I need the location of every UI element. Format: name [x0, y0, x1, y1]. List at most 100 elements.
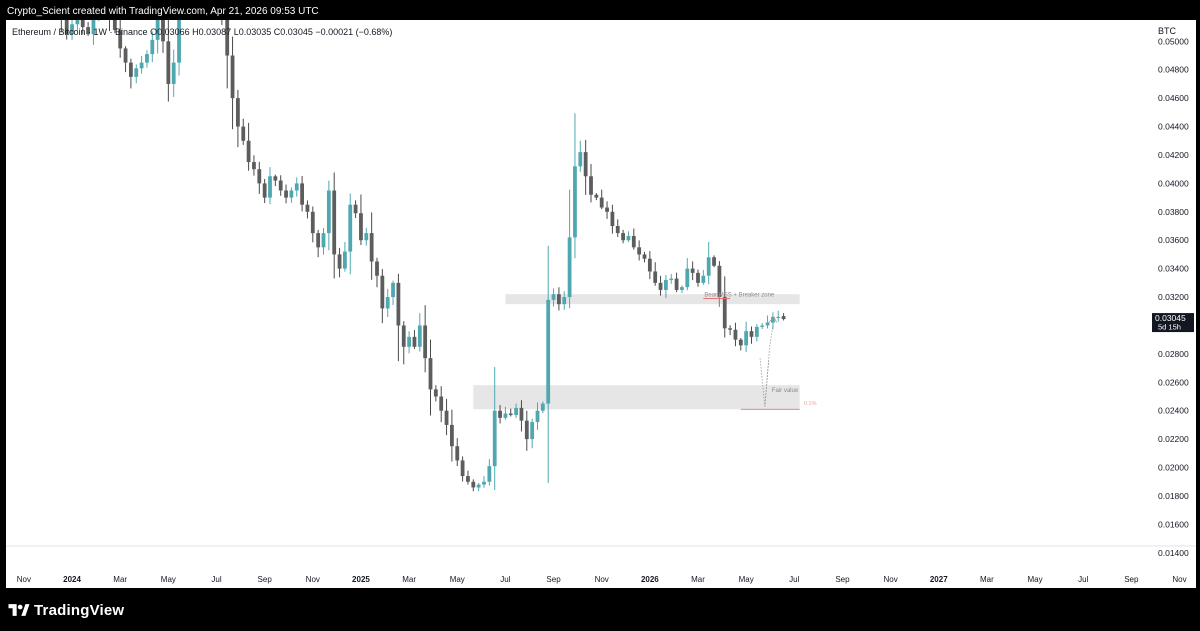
candle-body	[396, 282, 401, 326]
x-tick-label: Sep	[258, 575, 273, 584]
candle-body	[685, 268, 690, 288]
candle-body	[578, 152, 583, 167]
x-tick-label: May	[1027, 575, 1042, 584]
candle-body	[674, 278, 679, 290]
y-tick-label: 0.02000	[1158, 463, 1189, 473]
chart-panel[interactable]: Bear MSS + Breaker zone Fair value 0.1% …	[6, 20, 1196, 588]
candle-body	[717, 265, 722, 298]
candle-body	[353, 204, 358, 214]
breaker-zone	[505, 294, 800, 305]
x-tick-label: Nov	[595, 575, 609, 584]
candle-body	[508, 413, 513, 415]
y-tick-label: 0.03200	[1158, 292, 1189, 302]
candle-body	[690, 268, 695, 273]
candle-body	[385, 297, 390, 309]
candle-body	[64, 20, 69, 35]
y-tick-label: 0.05000	[1158, 36, 1189, 46]
current-price-value: 0.03045	[1155, 313, 1186, 323]
x-tick-label: May	[739, 575, 754, 584]
x-tick-label: Sep	[1124, 575, 1139, 584]
legend-low-label: L	[233, 27, 239, 37]
candle-body	[230, 55, 235, 99]
fair-value-arrow-down	[759, 358, 770, 407]
legend-open-label: O	[150, 27, 158, 37]
candle-body	[252, 162, 256, 170]
candle-body	[546, 299, 551, 404]
candle-body	[289, 190, 294, 198]
candle-body	[680, 287, 684, 290]
breaker-zone-label: Bear MSS + Breaker zone	[704, 292, 775, 298]
candle-body	[776, 316, 781, 318]
candle-body	[460, 460, 465, 477]
candle-body	[626, 235, 631, 241]
legend-low: 0.03035	[238, 27, 272, 37]
candle-body	[417, 325, 422, 347]
candle-body	[738, 339, 743, 346]
y-tick-label: 0.02200	[1158, 434, 1189, 444]
candle-body	[139, 62, 144, 69]
y-tick-label: 0.03800	[1158, 207, 1189, 217]
candle-body	[647, 258, 652, 272]
candle-body	[257, 169, 262, 184]
candle-body	[75, 20, 80, 25]
y-tick-label: 0.02800	[1158, 349, 1189, 359]
candle-body	[278, 180, 283, 191]
y-tick-label: 0.04800	[1158, 65, 1189, 75]
candle-body	[450, 424, 454, 447]
candle-body	[161, 20, 165, 42]
candle-body	[155, 20, 160, 40]
x-tick-label: Mar	[980, 575, 994, 584]
candle-body	[407, 336, 411, 347]
price-scale: 0.05000 0.04800 0.04600 0.04400 0.04200 0.040…	[1158, 36, 1189, 557]
y-tick-label: 0.04200	[1158, 150, 1189, 160]
candle-body	[567, 237, 572, 298]
candle-body	[166, 41, 171, 84]
fair-value-zone	[473, 385, 800, 410]
candle-body	[433, 389, 438, 397]
x-tick-label: Sep	[835, 575, 850, 584]
candle-body	[343, 251, 347, 269]
candle-body	[359, 213, 363, 241]
current-price-tag	[1152, 313, 1194, 333]
x-tick-label: 2026	[641, 575, 659, 584]
candle-body	[482, 481, 486, 485]
candle-body	[653, 271, 658, 283]
candle-body	[444, 410, 449, 425]
candle-body	[348, 204, 353, 252]
candle-body	[749, 331, 754, 337]
candle-body	[664, 280, 668, 290]
candle-body	[321, 233, 326, 248]
candle-body	[594, 194, 599, 198]
candle-body	[503, 413, 508, 418]
price-chart[interactable]: Bear MSS + Breaker zone Fair value 0.1% …	[6, 20, 1196, 588]
candle-body	[70, 24, 74, 35]
candle-body	[225, 20, 230, 56]
candle-body	[754, 326, 759, 337]
y-tick-label: 0.04400	[1158, 122, 1189, 132]
x-tick-label: 2025	[352, 575, 370, 584]
candle-body	[599, 197, 604, 208]
candle-body	[637, 247, 642, 255]
x-tick-label: Mar	[691, 575, 705, 584]
candle-body	[524, 420, 529, 440]
x-tick-label: Jul	[1078, 575, 1088, 584]
tradingview-branding[interactable]: TradingView	[8, 600, 124, 620]
candle-body	[781, 316, 786, 320]
candle-body	[669, 278, 674, 281]
candle-body	[589, 176, 593, 195]
zones-layer	[473, 294, 800, 410]
candle-body	[316, 233, 321, 248]
attribution-text: Crypto_Scient created with TradingView.c…	[7, 6, 319, 17]
legend-change: −0.00021 (−0.68%)	[315, 27, 393, 37]
x-tick-label: Nov	[1172, 575, 1186, 584]
x-tick-label: 2024	[63, 575, 81, 584]
tradingview-wordmark: TradingView	[34, 601, 125, 619]
y-tick-label: 0.01600	[1158, 519, 1189, 529]
x-tick-label: Sep	[546, 575, 561, 584]
x-tick-label: 2027	[930, 575, 948, 584]
candle-body	[706, 257, 711, 276]
candle-body	[123, 48, 128, 63]
candle-body	[562, 297, 567, 305]
fair-value-arrow-up	[764, 318, 775, 407]
candle-body	[658, 282, 663, 290]
